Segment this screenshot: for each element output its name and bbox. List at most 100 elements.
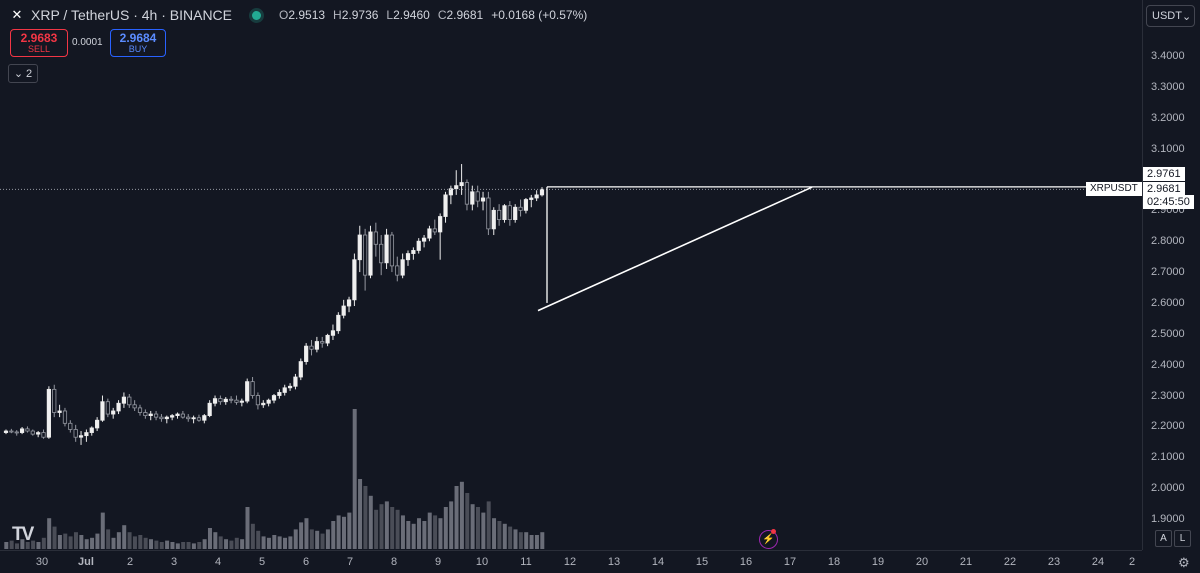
time-tick-label: 4 xyxy=(214,556,222,568)
volume-bar xyxy=(170,542,175,549)
volume-bar xyxy=(41,537,46,549)
candle-body xyxy=(475,191,480,202)
candle-body xyxy=(470,191,475,205)
currency-select[interactable]: USDT ⌄ xyxy=(1146,5,1195,27)
volume-bar xyxy=(106,529,111,549)
volume-bar xyxy=(25,542,30,549)
volume-bar xyxy=(266,537,271,549)
candle-body xyxy=(111,410,116,415)
candle-body xyxy=(105,401,110,415)
volume-bar xyxy=(288,536,293,549)
candle-body xyxy=(357,234,362,261)
symbol-title[interactable]: XRP / TetherUS · 4h · BINANCE xyxy=(31,7,232,23)
volume-bar xyxy=(486,501,491,549)
volume-bar xyxy=(20,539,25,549)
volume-bar xyxy=(9,540,14,549)
time-tick-label: 30 xyxy=(35,556,49,568)
sell-label: SELL xyxy=(27,44,51,54)
high-value: H2.9736 xyxy=(333,8,379,22)
time-tick-label: 14 xyxy=(651,556,665,568)
candle-body xyxy=(19,428,25,433)
candle-body xyxy=(427,228,432,239)
buy-button[interactable]: 2.9684 BUY xyxy=(110,29,166,57)
candle-body xyxy=(78,435,84,438)
low-value: L2.9460 xyxy=(386,8,430,22)
candle-body xyxy=(432,228,437,233)
volume-bar xyxy=(465,493,470,549)
auto-scale-button[interactable]: A xyxy=(1155,530,1172,547)
price-tick-label: 3.1000 xyxy=(1151,142,1185,155)
volume-bar xyxy=(234,537,239,549)
candle-body xyxy=(438,216,443,233)
volume-bar xyxy=(52,526,57,549)
candle-body xyxy=(448,188,453,196)
volume-bar xyxy=(191,543,196,549)
candle-body xyxy=(266,399,271,404)
log-scale-button[interactable]: L xyxy=(1174,530,1191,547)
volume-bar xyxy=(197,542,202,549)
time-tick-label: 19 xyxy=(871,556,885,568)
candle-body xyxy=(68,422,73,430)
xrp-icon[interactable]: ✕ xyxy=(11,7,23,22)
volume-bar xyxy=(68,536,73,549)
time-tick-label: Jul xyxy=(78,556,94,568)
candle-body xyxy=(116,402,121,412)
sell-button[interactable]: 2.9683 SELL xyxy=(10,29,68,57)
candle-body xyxy=(170,415,175,418)
volume-bar xyxy=(336,515,341,549)
candle-body xyxy=(282,387,287,393)
market-open-indicator xyxy=(252,10,261,20)
candle-body xyxy=(330,330,336,336)
time-tick-label: 2 xyxy=(126,556,134,568)
candle-body xyxy=(277,392,282,396)
volume-bar xyxy=(417,518,422,549)
gear-icon[interactable]: ⚙ xyxy=(1178,555,1190,570)
candle-body xyxy=(30,430,35,435)
indicators-toggle-button[interactable]: ⌄ 2 xyxy=(8,64,38,83)
chart-pane[interactable] xyxy=(0,0,1142,550)
candle-body xyxy=(395,265,400,276)
time-tick-label: 9 xyxy=(434,556,442,568)
candle-body xyxy=(486,197,491,230)
time-tick-label: 7 xyxy=(346,556,354,568)
candle-body xyxy=(89,427,94,433)
volume-bar xyxy=(331,521,336,549)
time-tick-label: 15 xyxy=(695,556,709,568)
time-axis[interactable]: 30 Jul 2 3 4 5 6 7 8 9 10 11 12 13 14 15 16 17 18 19 20 21 22 2… xyxy=(0,550,1142,573)
bar-countdown-label: 02:45:50 xyxy=(1143,195,1194,209)
volume-bar xyxy=(449,501,454,549)
volume-bar xyxy=(315,530,320,549)
volume-bar xyxy=(159,542,164,549)
candle-body xyxy=(186,416,191,420)
price-chart[interactable] xyxy=(0,0,1142,550)
candle-body xyxy=(363,234,368,276)
volume-bar xyxy=(374,509,379,549)
price-axis[interactable]: 3.4000 3.3000 3.2000 3.1000 2.9000 2.8000 2.70… xyxy=(1142,0,1200,550)
currency-label: USDT xyxy=(1152,10,1182,22)
price-tick-label: 2.6000 xyxy=(1151,296,1185,309)
volume-bar xyxy=(240,539,245,549)
candle-body xyxy=(491,209,496,230)
volume-bar xyxy=(186,542,191,549)
time-tick-label: 23 xyxy=(1047,556,1061,568)
volume-bar xyxy=(325,529,330,549)
candle-body xyxy=(223,398,228,403)
candle-body xyxy=(320,341,325,344)
flash-icon[interactable]: ⚡ xyxy=(759,530,778,549)
candle-body xyxy=(175,413,180,416)
candle-body xyxy=(336,314,341,332)
tradingview-logo[interactable]: TV xyxy=(12,524,34,545)
volume-bar xyxy=(224,539,229,549)
volume-bar xyxy=(181,542,186,549)
candle-body xyxy=(3,430,9,433)
volume-bar xyxy=(508,526,513,549)
candle-body xyxy=(218,398,223,403)
volume-bar xyxy=(132,536,137,549)
price-tick-label: 2.0000 xyxy=(1151,482,1185,495)
volume-bar xyxy=(502,523,507,549)
price-tick-label: 2.3000 xyxy=(1151,389,1185,402)
candle-body xyxy=(164,416,169,420)
change-value: +0.0168 (+0.57%) xyxy=(491,8,588,22)
volume-bar xyxy=(15,543,20,549)
candle-body xyxy=(14,431,19,434)
